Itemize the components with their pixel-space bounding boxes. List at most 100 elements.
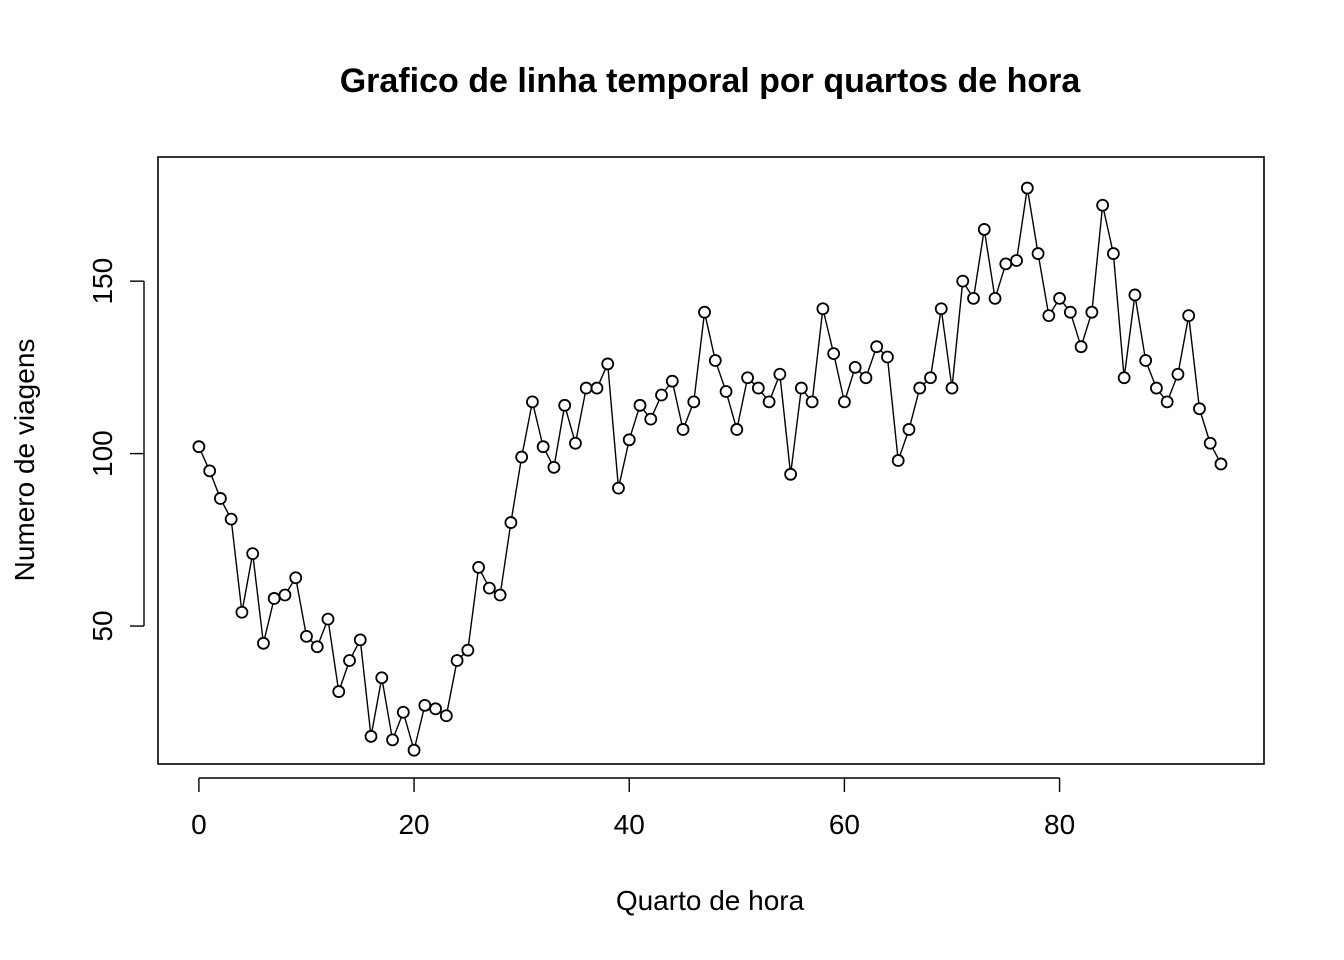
data-point [622,433,636,447]
data-point [924,371,937,385]
data-point [698,305,711,319]
data-point [870,340,884,354]
data-point [547,460,561,474]
data-point [1085,305,1099,319]
data-point [805,395,819,409]
data-point [375,671,389,685]
data-point [386,733,399,747]
data-point [526,395,539,409]
chart-title: Grafico de linha temporal por quartos de… [340,62,1082,100]
data-point [1020,181,1034,195]
data-point [558,398,572,412]
data-point [1214,457,1228,471]
data-point [773,367,787,381]
x-axis-label: Quarto de hora [616,885,805,916]
x-axis: 0 20 40 60 80 [191,777,1075,840]
data-point [1182,309,1196,323]
data-point [332,685,346,698]
data-point [579,381,593,395]
data-point [934,302,948,316]
data-point [784,467,798,481]
data-point [881,350,894,364]
data-point [1128,288,1142,302]
data-point [902,423,916,436]
y-axis: 50 100 150 [87,258,145,642]
x-tick-label: 80 [1044,809,1075,840]
data-point [945,381,959,395]
data-point [1193,402,1206,416]
data-point [988,291,1002,305]
x-tick-label: 20 [398,809,429,840]
data-point [213,492,227,505]
data-point [1096,198,1110,212]
data-point [1074,340,1088,354]
data-point [515,450,529,464]
data-point [353,633,367,647]
data-point [569,436,582,450]
data-point [601,357,615,371]
data-point [1117,371,1131,385]
data-point [429,702,442,716]
data-point [665,374,679,388]
series-line [200,193,1220,746]
x-tick-label: 40 [614,809,645,840]
data-point [676,423,690,436]
data-point [687,395,701,409]
data-point [364,730,378,743]
x-tick-label: 0 [191,809,207,840]
data-point [719,385,733,398]
data-point [536,440,550,454]
data-point [655,388,668,402]
data-point [246,547,260,561]
data-point [730,423,744,436]
data-point [1171,367,1185,381]
y-tick-label: 50 [87,610,118,641]
data-point [321,612,335,626]
plot-area-border [157,156,1265,765]
data-point [418,698,432,712]
data-point [1203,436,1217,450]
data-point [1031,247,1045,260]
data-point [396,705,410,719]
y-tick-label: 100 [87,430,118,477]
data-point [891,454,905,467]
data-point [407,743,421,757]
data-point [913,381,927,395]
data-point [300,629,313,643]
data-point [859,371,873,385]
data-point [343,654,356,667]
data-point [762,395,776,409]
data-point [751,381,765,395]
data-point [999,257,1013,271]
data-point [493,588,507,602]
data-point [794,381,808,395]
data-point [612,481,625,495]
data-point [310,640,324,654]
data-point [644,412,658,426]
series-group [192,181,1228,757]
data-point [267,592,281,605]
data-point [1106,247,1120,260]
data-point [1150,381,1163,395]
data-point [278,588,292,602]
data-point [504,516,518,529]
data-point [1053,291,1066,305]
data-point [956,274,970,288]
data-point [439,709,453,723]
data-point [1042,309,1056,323]
data-point [472,561,486,574]
data-point [741,371,754,385]
y-tick-label: 150 [87,258,118,305]
data-point [203,464,217,478]
data-point [192,440,206,454]
y-axis-label: Numero de viagens [9,339,40,582]
data-point [633,398,647,412]
data-point [1010,254,1023,267]
data-point [1160,395,1174,409]
data-point [967,291,980,305]
data-point [838,395,851,409]
data-point [1063,305,1077,319]
data-point [977,223,991,236]
data-point [257,636,270,650]
